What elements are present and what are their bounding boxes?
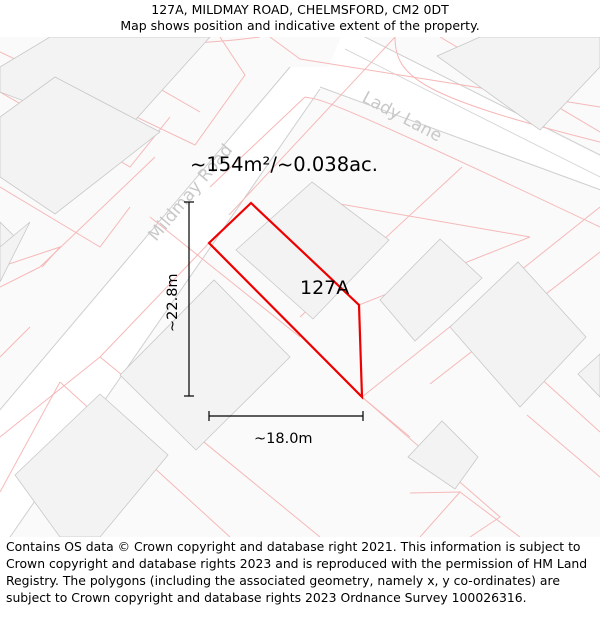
property-map[interactable]: Mildmay Road Lady Lane ~154m²/~0.038ac. … bbox=[0, 37, 600, 537]
property-address: 127A, MILDMAY ROAD, CHELMSFORD, CM2 0DT bbox=[151, 2, 449, 17]
width-dimension-label: ~18.0m bbox=[254, 431, 313, 447]
height-dimension-line bbox=[184, 201, 194, 397]
map-subtitle: Map shows position and indicative extent… bbox=[120, 18, 480, 33]
copyright-attribution: Contains OS data © Crown copyright and d… bbox=[6, 539, 588, 605]
road-lady-lane bbox=[319, 37, 600, 191]
buildings bbox=[0, 37, 600, 537]
property-boundary[interactable] bbox=[207, 201, 364, 400]
area-label: ~154m²/~0.038ac. bbox=[190, 153, 378, 176]
plot-label: 127A bbox=[300, 277, 349, 299]
height-dimension-label: ~22.8m bbox=[165, 273, 181, 332]
width-dimension-line bbox=[208, 411, 364, 421]
map-header: 127A, MILDMAY ROAD, CHELMSFORD, CM2 0DT … bbox=[0, 0, 600, 37]
